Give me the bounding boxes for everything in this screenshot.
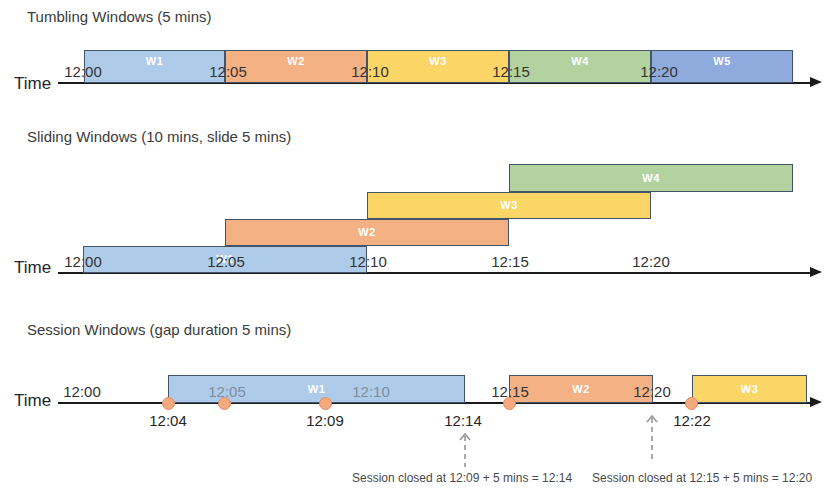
tick-label: 12:20 bbox=[632, 252, 670, 272]
window-box-w4: W4 bbox=[509, 50, 651, 83]
session-close-annotation: Session closed at 12:15 + 5 mins = 12:20 bbox=[592, 471, 812, 485]
event-dot bbox=[319, 397, 332, 410]
event-time-label: 12:22 bbox=[673, 412, 711, 429]
session-close-arrow bbox=[645, 414, 659, 462]
window-label: W1 bbox=[308, 384, 325, 395]
window-box-w4: W4 bbox=[509, 164, 793, 192]
window-label: W4 bbox=[571, 56, 588, 67]
event-time-label: 12:14 bbox=[444, 412, 482, 429]
timeline-arrowhead bbox=[810, 397, 822, 407]
timeline-arrowhead bbox=[810, 77, 822, 87]
tick-label: 12:10 bbox=[351, 62, 389, 82]
time-axis-label: Time bbox=[14, 391, 51, 411]
session-close-arrow bbox=[458, 432, 472, 469]
window-box-w2: W2 bbox=[509, 375, 653, 403]
window-label: W3 bbox=[741, 384, 758, 395]
window-label: W5 bbox=[713, 56, 730, 67]
section-title-tumbling-windows: Tumbling Windows (5 mins) bbox=[27, 8, 212, 25]
session-close-annotation: Session closed at 12:09 + 5 mins = 12:14 bbox=[352, 471, 572, 485]
window-box-w2: W2 bbox=[225, 219, 509, 246]
tick-label: 12:10 bbox=[352, 382, 390, 402]
window-label: W2 bbox=[287, 56, 304, 67]
tick-label: 12:00 bbox=[64, 252, 102, 272]
event-time-label: 12:09 bbox=[306, 412, 344, 429]
window-box-w3: W3 bbox=[692, 375, 807, 403]
event-time-label: 12:04 bbox=[149, 412, 187, 429]
window-box-w1: W1 bbox=[84, 50, 225, 83]
time-axis-label: Time bbox=[14, 74, 51, 94]
event-dot bbox=[162, 397, 175, 410]
tick-label: 12:05 bbox=[207, 252, 245, 272]
tick-label: 12:15 bbox=[491, 382, 529, 402]
section-title-sliding-windows: Sliding Windows (10 mins, slide 5 mins) bbox=[27, 128, 291, 145]
window-label: W4 bbox=[642, 173, 659, 184]
tick-label: 12:00 bbox=[63, 382, 101, 402]
tick-label: 12:10 bbox=[349, 252, 387, 272]
window-label: W2 bbox=[358, 227, 375, 238]
tick-label: 12:15 bbox=[491, 252, 529, 272]
window-label: W2 bbox=[572, 384, 589, 395]
tick-label: 12:00 bbox=[64, 62, 102, 82]
window-box-w3: W3 bbox=[367, 192, 651, 219]
tick-label: 12:15 bbox=[492, 62, 530, 82]
tick-label: 12:20 bbox=[633, 382, 671, 402]
tick-label: 12:05 bbox=[208, 382, 246, 402]
windowing-strategies-diagram: Tumbling Windows (5 mins) Time W1 W2 W3 W4 W5 1… bbox=[0, 0, 829, 498]
window-label: W1 bbox=[146, 56, 163, 67]
section-title-session-windows: Session Windows (gap duration 5 mins) bbox=[27, 321, 291, 338]
tick-label: 12:05 bbox=[209, 62, 247, 82]
event-dot bbox=[685, 397, 698, 410]
time-axis-label: Time bbox=[14, 258, 51, 278]
window-label: W3 bbox=[429, 56, 446, 67]
window-label: W3 bbox=[500, 200, 517, 211]
tick-label: 12:20 bbox=[640, 62, 678, 82]
timeline-arrowhead bbox=[810, 267, 822, 277]
